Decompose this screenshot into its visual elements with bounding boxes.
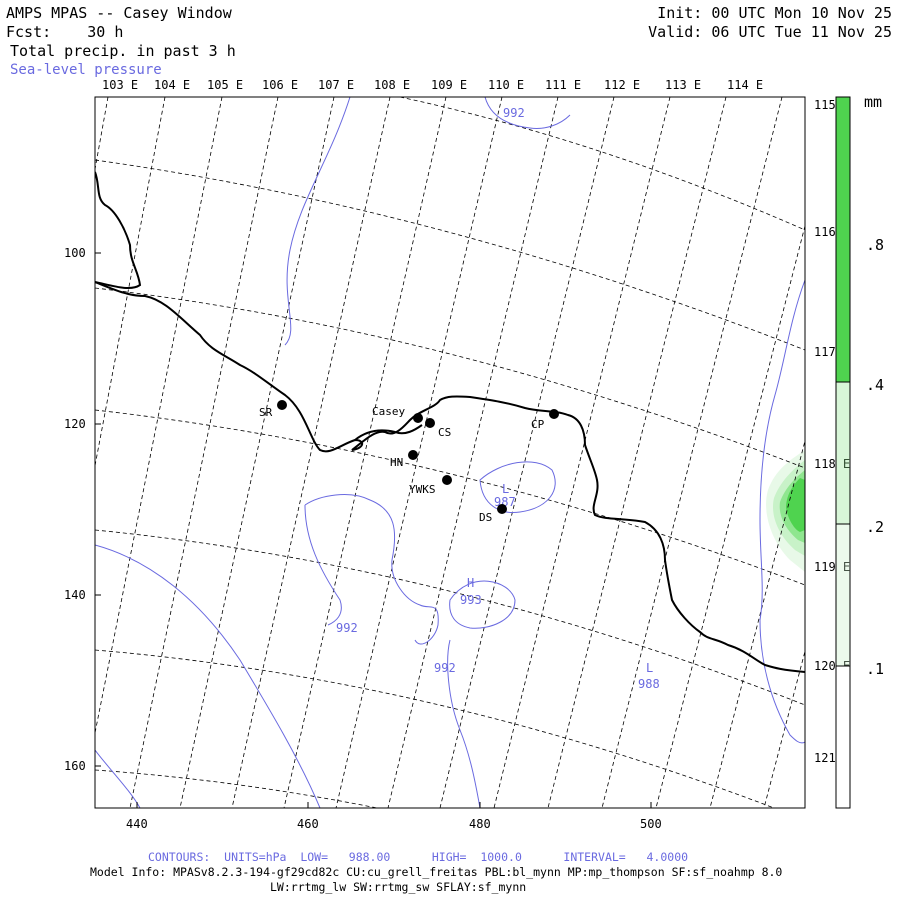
- map-title: AMPS MPAS -- Casey Window: [6, 4, 232, 22]
- lon-label-111e: 111 E: [545, 78, 581, 92]
- lon-label-113e: 113 E: [665, 78, 701, 92]
- coastline: [95, 171, 805, 673]
- lon-label-114e: 114 E: [727, 78, 763, 92]
- station-label-cs: CS: [438, 426, 451, 439]
- colorbar-tick-0-2: .2: [866, 518, 884, 536]
- y-tick-140: 140: [64, 588, 86, 602]
- contour-label-992-north: 992: [503, 106, 525, 120]
- y-tick-120: 120: [64, 417, 86, 431]
- x-tick-460: 460: [297, 817, 319, 831]
- meridian-lines: [95, 97, 805, 808]
- station-marker-ds[interactable]: [497, 504, 507, 514]
- valid-time: Valid: 06 UTC Tue 11 Nov 25: [648, 23, 892, 41]
- colorbar: [835, 96, 851, 809]
- model-info-line-2: LW:rrtmg_lw SW:rrtmg_sw SFLAY:sf_mynn: [270, 880, 527, 894]
- contour-label-993: 993: [460, 593, 482, 607]
- pressure-center-low-1: L: [502, 482, 509, 496]
- station-label-sr: SR: [259, 406, 273, 419]
- precip-area: [766, 450, 805, 572]
- station-label-ds: DS: [479, 511, 492, 524]
- pressure-center-high: H: [467, 576, 474, 590]
- lon-label-112e: 112 E: [604, 78, 640, 92]
- colorbar-tick-0-4: .4: [866, 376, 884, 394]
- station-label-cp: CP: [531, 418, 545, 431]
- station-marker-ywks[interactable]: [442, 475, 452, 485]
- station-marker-sr[interactable]: [277, 400, 287, 410]
- contour-label-988: 988: [638, 677, 660, 691]
- overlay-name: Sea-level pressure: [10, 62, 162, 78]
- colorbar-unit: mm: [864, 93, 882, 111]
- contour-label-992-south: 992: [434, 661, 456, 675]
- lon-label-107e: 107 E: [318, 78, 354, 92]
- station-marker-hn[interactable]: [408, 450, 418, 460]
- lon-label-118e: 118 E: [814, 457, 850, 471]
- x-tick-480: 480: [469, 817, 491, 831]
- station-label-ywks: YWKS: [409, 483, 436, 496]
- x-tick-500: 500: [640, 817, 662, 831]
- lon-label-109e: 109 E: [431, 78, 467, 92]
- lon-label-108e: 108 E: [374, 78, 410, 92]
- field-name: Total precip. in past 3 h: [10, 42, 236, 60]
- lon-label-106e: 106 E: [262, 78, 298, 92]
- station-marker-cp[interactable]: [549, 409, 559, 419]
- station-marker-casey[interactable]: [413, 413, 423, 423]
- map-frame: [94, 96, 806, 809]
- lon-label-105e: 105 E: [207, 78, 243, 92]
- pressure-center-low-2: L: [646, 661, 653, 675]
- station-label-hn: HN: [390, 456, 403, 469]
- lon-label-104e: 104 E: [154, 78, 190, 92]
- y-tick-160: 160: [64, 759, 86, 773]
- lon-label-119e: 119 E: [814, 560, 850, 574]
- colorbar-tick-0-1: .1: [866, 660, 884, 678]
- model-info-line-1: Model Info: MPASv8.2.3-194-gf29cd82c CU:…: [90, 865, 783, 879]
- station-marker-cs[interactable]: [425, 418, 435, 428]
- lon-label-110e: 110 E: [488, 78, 524, 92]
- contour-label-992-west: 992: [336, 621, 358, 635]
- station-label-casey: Casey: [372, 405, 405, 418]
- parallel-lines: [95, 97, 805, 808]
- forecast-hour: Fcst: 30 h: [6, 23, 124, 41]
- y-tick-100: 100: [64, 246, 86, 260]
- colorbar-tick-0-8: .8: [866, 236, 884, 254]
- lon-label-103e: 103 E: [102, 78, 138, 92]
- x-tick-440: 440: [126, 817, 148, 831]
- init-time: Init: 00 UTC Mon 10 Nov 25: [657, 4, 892, 22]
- contours-info: CONTOURS: UNITS=hPa LOW= 988.00 HIGH= 10…: [148, 850, 689, 864]
- pressure-contours: [95, 97, 805, 808]
